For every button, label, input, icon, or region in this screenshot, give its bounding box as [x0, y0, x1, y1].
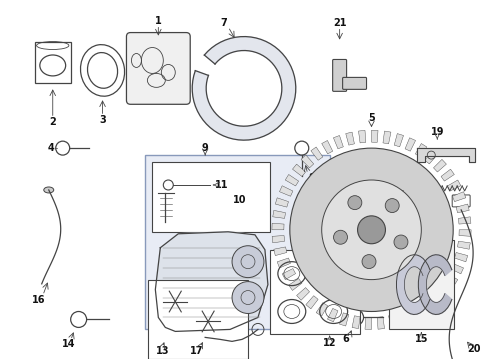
- Text: 14: 14: [62, 339, 75, 349]
- Text: 20: 20: [467, 345, 481, 354]
- Text: 2: 2: [49, 117, 56, 127]
- Polygon shape: [434, 159, 446, 172]
- Polygon shape: [333, 135, 343, 149]
- Polygon shape: [352, 316, 360, 329]
- Polygon shape: [459, 230, 471, 236]
- Polygon shape: [289, 279, 302, 291]
- Polygon shape: [417, 148, 475, 162]
- Bar: [35, 41, 71, 84]
- Circle shape: [334, 230, 347, 244]
- Bar: [148, 280, 248, 359]
- Text: 6: 6: [342, 334, 349, 345]
- Text: 4: 4: [48, 143, 54, 153]
- Polygon shape: [458, 241, 470, 249]
- Text: 1: 1: [155, 15, 162, 26]
- Polygon shape: [383, 131, 391, 144]
- Bar: [270, 250, 360, 334]
- Polygon shape: [277, 258, 291, 268]
- Text: 3: 3: [99, 115, 106, 125]
- Text: 9: 9: [202, 143, 209, 153]
- Polygon shape: [155, 232, 268, 332]
- Polygon shape: [301, 155, 314, 168]
- Polygon shape: [416, 144, 427, 157]
- Text: 15: 15: [415, 334, 428, 345]
- Polygon shape: [322, 140, 333, 154]
- Polygon shape: [306, 296, 318, 309]
- Polygon shape: [377, 317, 385, 329]
- Polygon shape: [346, 132, 354, 145]
- Text: 16: 16: [32, 294, 46, 305]
- Text: 7: 7: [220, 18, 227, 28]
- Text: 21: 21: [333, 18, 346, 28]
- Text: 11: 11: [215, 180, 229, 190]
- Polygon shape: [425, 151, 437, 164]
- Polygon shape: [279, 186, 293, 196]
- Bar: [146, 155, 330, 329]
- Polygon shape: [450, 264, 464, 274]
- Polygon shape: [455, 252, 468, 262]
- Circle shape: [385, 199, 399, 212]
- Polygon shape: [273, 210, 286, 219]
- Polygon shape: [447, 180, 461, 191]
- Polygon shape: [274, 247, 287, 256]
- Ellipse shape: [44, 187, 54, 193]
- Polygon shape: [459, 217, 471, 224]
- Text: 10: 10: [233, 195, 247, 205]
- Polygon shape: [192, 37, 296, 140]
- Bar: [152, 162, 270, 232]
- FancyBboxPatch shape: [333, 59, 346, 91]
- Circle shape: [348, 195, 362, 210]
- Text: 13: 13: [155, 346, 169, 356]
- Polygon shape: [438, 283, 450, 296]
- Text: 12: 12: [323, 338, 337, 348]
- Polygon shape: [400, 311, 410, 324]
- Polygon shape: [396, 255, 430, 314]
- Polygon shape: [285, 175, 298, 186]
- Polygon shape: [316, 303, 328, 316]
- Polygon shape: [275, 198, 289, 207]
- Polygon shape: [441, 169, 454, 181]
- FancyBboxPatch shape: [343, 77, 367, 89]
- Polygon shape: [394, 134, 404, 147]
- Text: 19: 19: [431, 127, 444, 137]
- Polygon shape: [418, 255, 452, 314]
- Polygon shape: [282, 269, 295, 280]
- Bar: [390, 240, 454, 329]
- Polygon shape: [456, 204, 469, 213]
- Text: 8: 8: [308, 173, 315, 183]
- Polygon shape: [272, 223, 284, 230]
- Polygon shape: [365, 317, 371, 329]
- Polygon shape: [359, 130, 366, 143]
- Circle shape: [362, 255, 376, 269]
- Circle shape: [232, 246, 264, 278]
- Polygon shape: [272, 235, 285, 243]
- FancyBboxPatch shape: [126, 32, 190, 104]
- Text: 18: 18: [388, 191, 401, 201]
- Polygon shape: [296, 288, 310, 300]
- Polygon shape: [429, 292, 442, 305]
- Circle shape: [394, 235, 408, 249]
- Circle shape: [232, 282, 264, 314]
- Polygon shape: [389, 315, 397, 328]
- Polygon shape: [293, 164, 306, 176]
- Circle shape: [358, 216, 386, 244]
- Polygon shape: [371, 130, 378, 142]
- Polygon shape: [405, 138, 416, 151]
- Text: 5: 5: [368, 113, 375, 123]
- Polygon shape: [444, 274, 458, 285]
- Circle shape: [322, 180, 421, 280]
- Polygon shape: [340, 313, 349, 326]
- Polygon shape: [311, 147, 323, 160]
- Text: 17: 17: [190, 346, 203, 356]
- Polygon shape: [410, 306, 421, 319]
- Polygon shape: [452, 192, 466, 202]
- Polygon shape: [420, 300, 432, 312]
- Circle shape: [290, 148, 453, 311]
- Polygon shape: [327, 309, 338, 322]
